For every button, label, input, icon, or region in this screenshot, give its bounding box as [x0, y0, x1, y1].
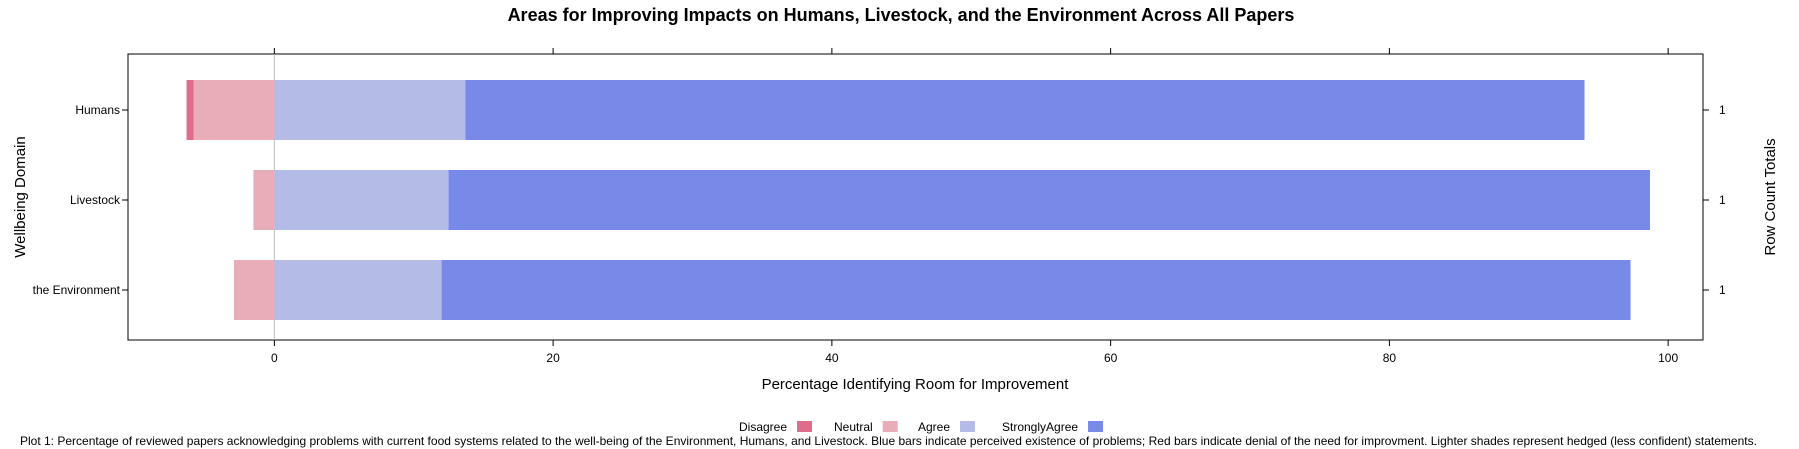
bars-layer: [186, 80, 1651, 320]
bar-agree-2: [274, 260, 442, 320]
x-tick-label: 20: [546, 351, 560, 365]
bar-neutral-1: [253, 170, 275, 230]
legend-swatch-neutral: [882, 421, 898, 432]
legend-label-disagree: Disagree: [739, 420, 787, 434]
row-total-label: 1: [1719, 283, 1726, 297]
bar-stronglyagree-2: [441, 260, 1631, 320]
y-axis-right-label: Row Count Totals: [1762, 138, 1779, 255]
x-axis-label: Percentage Identifying Room for Improvem…: [762, 376, 1070, 393]
bar-disagree-0: [186, 80, 194, 140]
bar-agree-0: [274, 80, 466, 140]
y-tick-label: Humans: [75, 103, 120, 117]
y-axis-label: Wellbeing Domain: [12, 136, 29, 257]
legend: Disagree Neutral Agree StronglyAgree: [739, 420, 1104, 434]
bar-agree-1: [274, 170, 449, 230]
plot-frame: [127, 53, 1704, 341]
x-tick-label: 0: [271, 351, 278, 365]
legend-label-agree: Agree: [918, 420, 950, 434]
bar-neutral-2: [233, 260, 275, 320]
y-tick-label: the Environment: [33, 283, 121, 297]
axes-layer: Humans 1 Livestock 1 the Environment 1 0 20 40 60…: [33, 48, 1726, 365]
legend-label-stronglyagree: StronglyAgree: [1002, 420, 1078, 434]
bar-stronglyagree-0: [465, 80, 1585, 140]
x-tick-label: 60: [1104, 351, 1118, 365]
legend-swatch-stronglyagree: [1088, 421, 1104, 432]
y-tick-label: Livestock: [70, 193, 121, 207]
legend-swatch-disagree: [797, 421, 813, 432]
bar-stronglyagree-1: [448, 170, 1651, 230]
x-tick-label: 40: [825, 351, 839, 365]
row-total-label: 1: [1719, 103, 1726, 117]
chart-title: Areas for Improving Impacts on Humans, L…: [508, 5, 1295, 25]
x-tick-label: 80: [1383, 351, 1397, 365]
figure-caption: Plot 1: Percentage of reviewed papers ac…: [20, 434, 1757, 448]
legend-swatch-agree: [960, 421, 976, 432]
legend-label-neutral: Neutral: [834, 420, 873, 434]
bar-neutral-0: [193, 80, 275, 140]
x-tick-label: 100: [1658, 351, 1678, 365]
row-total-label: 1: [1719, 193, 1726, 207]
